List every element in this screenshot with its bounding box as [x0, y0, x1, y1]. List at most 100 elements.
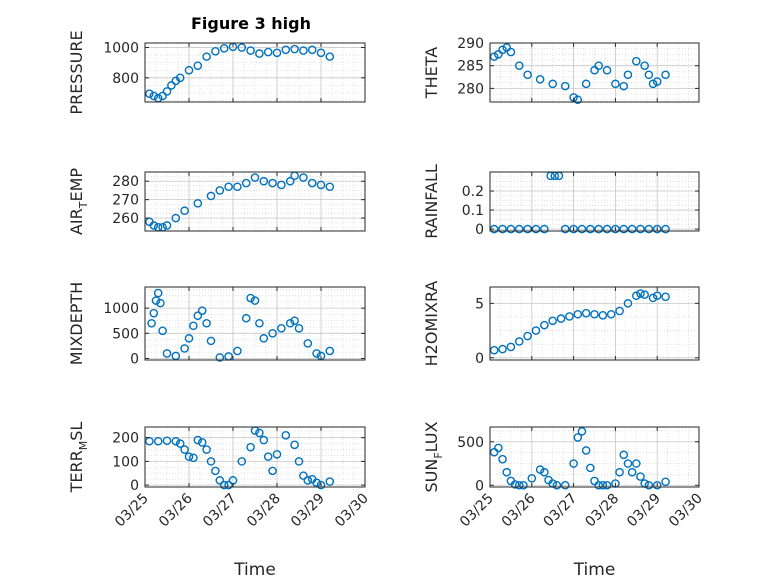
y-tick-label: 500 [457, 435, 484, 451]
data-point [281, 431, 291, 440]
data-point [581, 308, 591, 318]
y-tick-label: 0 [130, 478, 139, 494]
data-point [303, 339, 313, 348]
data-point [652, 77, 662, 86]
data-point [552, 480, 562, 490]
data-point [268, 178, 277, 188]
data-point [162, 349, 172, 358]
y-tick-label: 290 [457, 36, 484, 52]
data-point [611, 224, 620, 234]
data-point [272, 48, 282, 58]
data-point [149, 221, 159, 230]
x-tick-label: 03/29 [288, 491, 328, 531]
data-point [640, 61, 649, 70]
data-point [577, 224, 587, 234]
data-point [590, 309, 599, 319]
data-point [586, 463, 595, 473]
axes-box [144, 171, 366, 232]
y-tick-label: 0 [475, 351, 484, 367]
y-tick-label: 260 [112, 211, 139, 227]
data-point [316, 48, 326, 58]
data-point [189, 453, 198, 463]
data-point [560, 81, 570, 91]
data-point [648, 79, 658, 89]
axes-box [489, 426, 700, 488]
y-tick-label: 270 [112, 193, 139, 209]
data-point [299, 173, 308, 182]
data-point [233, 346, 242, 356]
data-point [325, 477, 335, 486]
data-point [489, 345, 499, 355]
data-point [527, 474, 537, 483]
data-point [652, 291, 662, 301]
panel-pressure: 800 1000 PRESSURE [67, 30, 366, 115]
panel-sun_flux: 0 500 03/25 03/26 03/27 03/28 03/29 03/30 Time SU… [422, 421, 706, 580]
y-axis-label: THETA [422, 47, 441, 99]
data-point [648, 293, 658, 303]
data-point [290, 316, 299, 326]
data-point [514, 480, 524, 490]
data-point [202, 445, 211, 454]
data-point [573, 95, 583, 105]
data-point [151, 296, 161, 305]
data-point [531, 224, 541, 234]
data-point [598, 311, 608, 320]
data-point [502, 467, 512, 477]
data-point [632, 459, 641, 468]
data-point [215, 353, 225, 362]
data-point [268, 466, 277, 476]
data-point [158, 91, 167, 101]
data-point [162, 221, 172, 230]
data-point [171, 213, 181, 223]
data-point [523, 331, 532, 341]
data-point [193, 61, 203, 70]
data-point [255, 428, 264, 438]
data-point [184, 334, 194, 343]
figure-title: Figure 3 high [191, 14, 311, 33]
y-tick-label: 100 [112, 454, 139, 470]
data-point [197, 306, 207, 315]
data-point [259, 435, 269, 445]
data-point [548, 79, 558, 89]
data-point [636, 289, 645, 298]
data-point [506, 47, 516, 57]
data-point [548, 316, 558, 326]
data-point [611, 79, 620, 89]
data-point [263, 452, 273, 461]
data-point [237, 457, 247, 466]
data-point [325, 52, 335, 61]
data-point [514, 337, 524, 346]
data-point [489, 52, 499, 61]
data-point [652, 480, 662, 490]
data-point [615, 306, 624, 316]
data-point [531, 326, 541, 335]
data-point [498, 454, 507, 464]
data-point [569, 459, 578, 468]
y-tick-label: 0 [130, 351, 139, 367]
data-point [211, 47, 220, 56]
y-tick-label: 285 [457, 59, 484, 75]
data-point [573, 433, 583, 442]
data-point [171, 436, 181, 446]
data-point [523, 70, 532, 80]
data-point [594, 61, 603, 70]
data-point [246, 46, 255, 55]
data-point [594, 480, 603, 490]
data-point [193, 199, 203, 208]
data-point [197, 438, 207, 447]
data-point [514, 61, 524, 70]
data-point [175, 73, 185, 83]
x-tick-label: 03/29 [624, 491, 664, 531]
axes-box [489, 171, 700, 232]
data-point [206, 336, 216, 346]
data-point [615, 467, 624, 477]
data-point [661, 224, 670, 234]
panel-mixdepth: 0 500 1000 MIXDEPTH [67, 282, 366, 367]
data-point [606, 309, 616, 319]
y-axis-label: AIRTEMP [67, 168, 90, 235]
data-point [180, 445, 189, 454]
x-tick-label: 03/25 [457, 491, 497, 531]
panel-terr_msl: 0 100 200 03/25 03/26 03/27 03/28 03/29 03/30 Tim… [67, 422, 372, 580]
data-point [202, 318, 211, 328]
